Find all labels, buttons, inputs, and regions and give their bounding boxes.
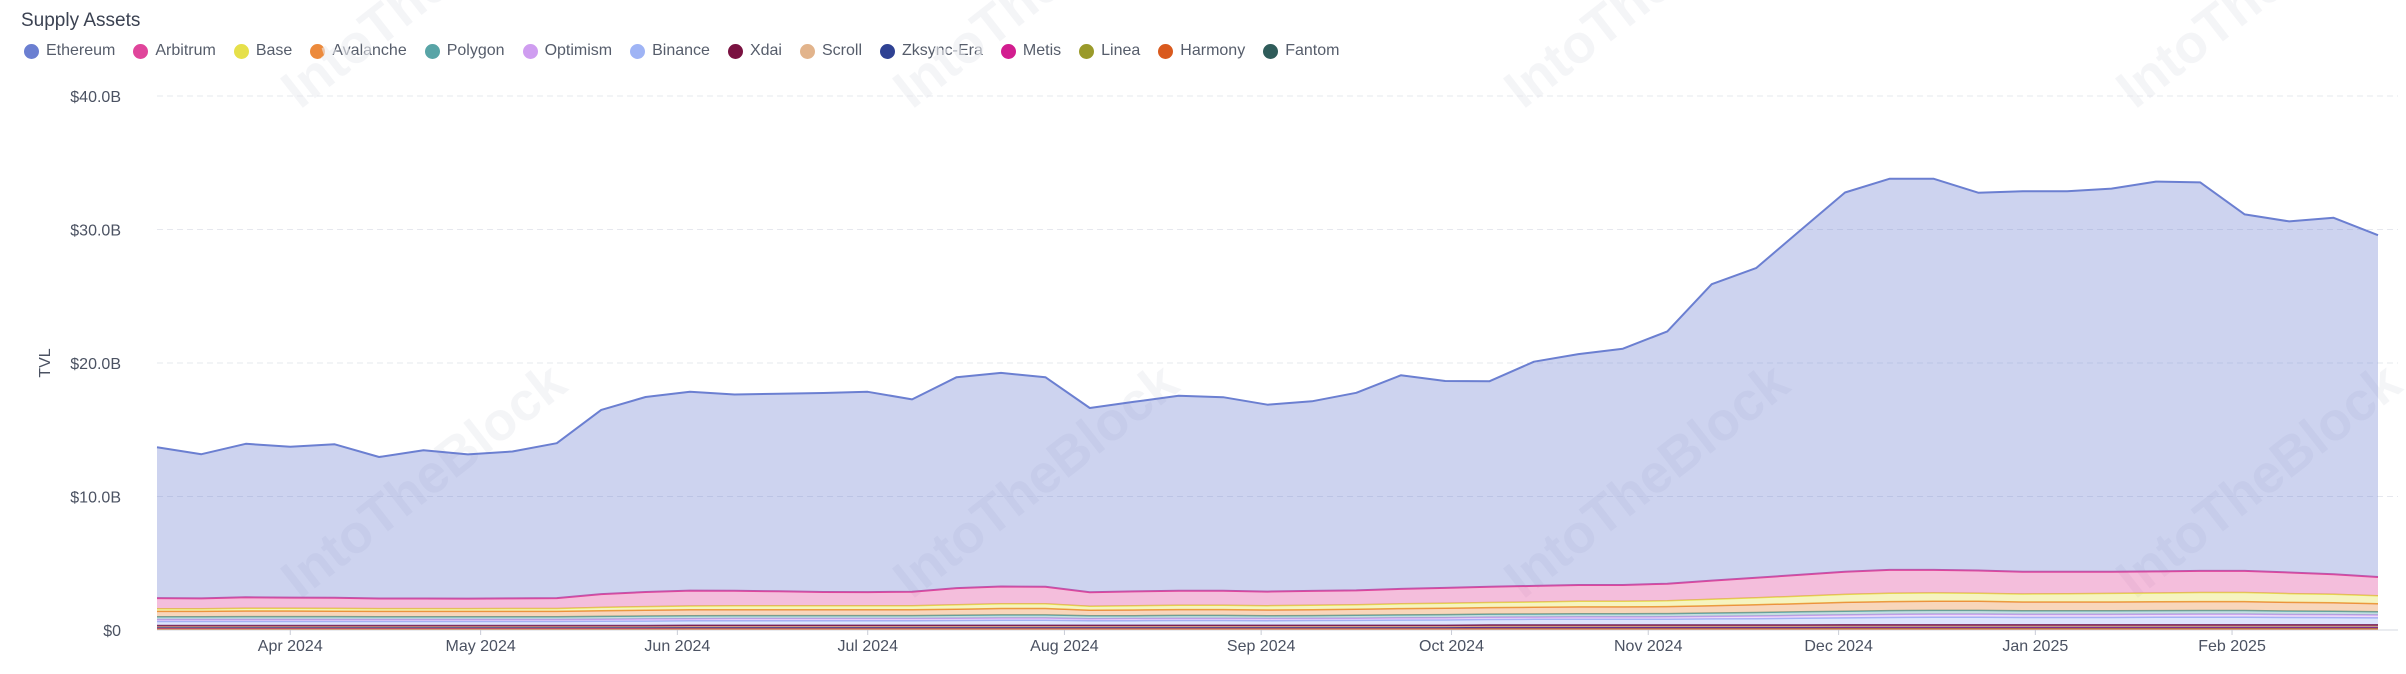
chart-legend: Ethereum Arbitrum Base Avalanche Polygon Opti… <box>24 42 1357 60</box>
x-tick-label: Feb 2025 <box>2198 638 2266 655</box>
legend-label: Fantom <box>1285 42 1340 59</box>
legend-label: Scroll <box>821 42 862 59</box>
legend-item-linea[interactable]: Linea <box>1079 42 1140 60</box>
legend-item-arbitrum[interactable]: Arbitrum <box>133 42 216 60</box>
legend-item-scroll[interactable]: Scroll <box>799 42 862 60</box>
watermark-text: IntoTheBlock <box>882 0 1189 119</box>
legend-swatch-icon <box>24 43 39 59</box>
legend-label: Avalanche <box>332 42 407 59</box>
legend-item-harmony[interactable]: Harmony <box>1158 42 1245 60</box>
series-areas <box>156 177 2379 631</box>
x-tick-label: Nov 2024 <box>1614 638 1683 655</box>
legend-item-zksync-era[interactable]: Zksync-Era <box>880 42 983 60</box>
legend-swatch-icon <box>424 43 440 59</box>
legend-label: Xdai <box>749 42 782 59</box>
watermark-text: IntoTheBlock <box>1493 0 1800 119</box>
legend-swatch-icon <box>880 43 895 59</box>
series-line-base <box>157 591 2379 610</box>
legend-label: Linea <box>1101 42 1141 59</box>
legend-swatch-icon <box>1000 43 1016 59</box>
x-tick-label: Jan 2025 <box>2002 638 2068 655</box>
legend-item-ethereum[interactable]: Ethereum <box>24 42 115 60</box>
series-line-xdai <box>157 624 2378 627</box>
legend-swatch-icon <box>799 43 815 59</box>
legend-swatch-icon <box>630 43 646 59</box>
series-line-optimism <box>157 613 2379 621</box>
series-area-base <box>157 592 2378 612</box>
legend-swatch-icon <box>727 43 743 59</box>
x-tick-label: Oct 2024 <box>1419 638 1484 655</box>
x-tick-label: Apr 2024 <box>258 638 323 655</box>
series-line-binance <box>157 616 2379 623</box>
legend-label: Base <box>255 42 293 59</box>
y-tick-label: $30.0B <box>70 223 121 240</box>
legend-label: Optimism <box>544 42 613 59</box>
series-line-arbitrum <box>156 568 2379 600</box>
legend-item-optimism[interactable]: Optimism <box>522 42 613 60</box>
legend-label: Polygon <box>446 42 505 59</box>
x-tick-label: May 2024 <box>445 638 515 655</box>
legend-swatch-icon <box>310 43 326 59</box>
legend-item-xdai[interactable]: Xdai <box>727 42 782 60</box>
legend-swatch-icon <box>133 43 149 59</box>
series-line-avalanche <box>157 600 2379 613</box>
legend-item-fantom[interactable]: Fantom <box>1263 42 1339 60</box>
y-tick-label: $10.0B <box>70 490 121 507</box>
x-tick-label: Sep 2024 <box>1227 638 1296 655</box>
legend-label: Metis <box>1022 42 1062 59</box>
legend-swatch-icon <box>1079 43 1095 59</box>
watermark-text: IntoTheBlock <box>270 0 577 119</box>
watermark-text: IntoTheBlock <box>2105 0 2406 119</box>
legend-label: Zksync-Era <box>902 42 983 59</box>
series-line-ethereum <box>156 177 2379 458</box>
series-area-ethereum <box>157 178 2378 599</box>
legend-label: Arbitrum <box>155 42 216 59</box>
series-area-polygon <box>157 610 2378 620</box>
series-area-arbitrum <box>157 569 2378 609</box>
y-tick-label: $0 <box>103 623 121 640</box>
x-tick-label: Aug 2024 <box>1030 638 1099 655</box>
legend-item-binance[interactable]: Binance <box>630 42 710 60</box>
legend-swatch-icon <box>233 43 249 59</box>
legend-item-base[interactable]: Base <box>233 42 293 60</box>
y-tick-label: $40.0B <box>70 89 121 106</box>
legend-label: Ethereum <box>46 42 116 59</box>
series-area-avalanche <box>157 601 2378 617</box>
series-line-polygon <box>157 609 2379 618</box>
x-tick-label: Jul 2024 <box>837 638 898 655</box>
legend-item-polygon[interactable]: Polygon <box>424 42 505 60</box>
x-tick-label: Jun 2024 <box>644 638 710 655</box>
legend-swatch-icon <box>1158 43 1174 59</box>
y-tick-label: $20.0B <box>70 356 121 373</box>
legend-swatch-icon <box>1263 43 1279 59</box>
axes: $0 $10.0B $20.0B $30.0B $40.0B TVL Apr 2024 May… <box>37 89 2398 655</box>
legend-label: Binance <box>652 42 710 59</box>
chart-title: Supply Assets <box>21 10 141 31</box>
x-tick-label: Dec 2024 <box>1804 638 1873 655</box>
legend-swatch-icon <box>522 43 538 59</box>
legend-label: Harmony <box>1180 42 1246 59</box>
legend-item-metis[interactable]: Metis <box>1000 42 1062 60</box>
grid-lines <box>157 95 2398 497</box>
series-area-optimism <box>157 614 2378 622</box>
legend-item-avalanche[interactable]: Avalanche <box>310 42 407 60</box>
series-line-scroll <box>157 625 2378 628</box>
y-axis-label: TVL <box>37 348 54 377</box>
